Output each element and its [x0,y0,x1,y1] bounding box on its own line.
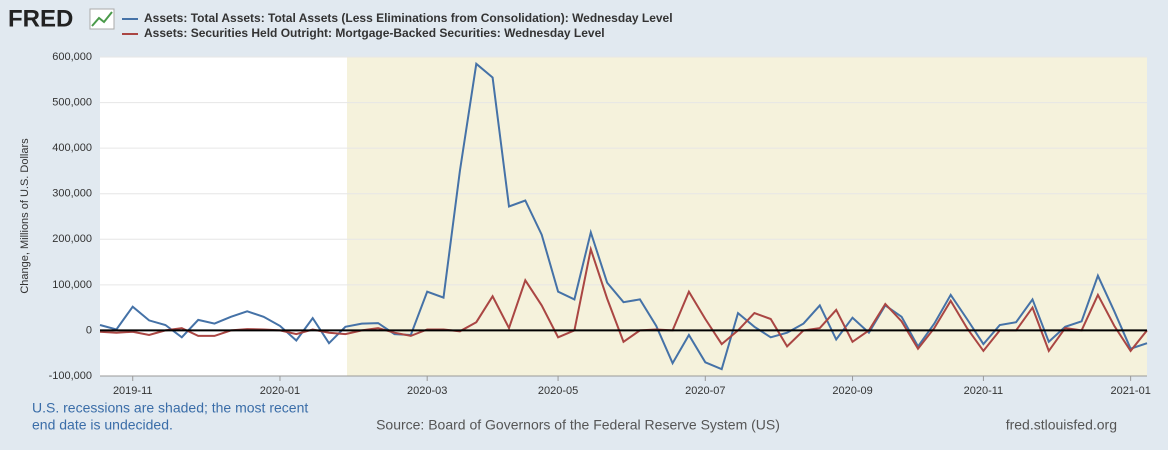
y-tick-label: 600,000 [52,51,92,63]
y-tick-label: 0 [86,324,92,336]
y-tick-label: 200,000 [52,233,92,245]
legend-label: Assets: Total Assets: Total Assets (Less… [144,11,673,25]
y-tick-label: 400,000 [52,142,92,154]
x-tick-label: 2020-01 [260,385,300,397]
x-tick-label: 2020-11 [964,385,1004,397]
x-tick-label: 2020-03 [407,385,447,397]
legend-label: Assets: Securities Held Outright: Mortga… [144,26,605,40]
x-tick-label: 2019-11 [113,385,153,397]
x-tick-label: 2020-09 [832,385,872,397]
y-tick-label: 100,000 [52,279,92,291]
recession-note: end date is undecided. [32,417,173,433]
logo: FRED [8,5,73,32]
series-line [99,61,1148,371]
y-tick-label: 300,000 [52,188,92,200]
x-tick-label: 2020-05 [538,385,578,397]
logo-icon [89,8,115,30]
y-tick-label: 500,000 [52,96,92,108]
source: Source: Board of Governors of the Federa… [376,417,780,433]
recession-note: U.S. recessions are shaded; the most rec… [32,400,308,416]
y-axis-label: Change, Millions of U.S. Dollars [19,138,31,294]
x-tick-label: 2021-01 [1110,385,1150,397]
site: fred.stlouisfed.org [1006,417,1117,433]
x-tick-label: 2020-07 [685,385,725,397]
y-tick-label: -100,000 [49,370,92,382]
